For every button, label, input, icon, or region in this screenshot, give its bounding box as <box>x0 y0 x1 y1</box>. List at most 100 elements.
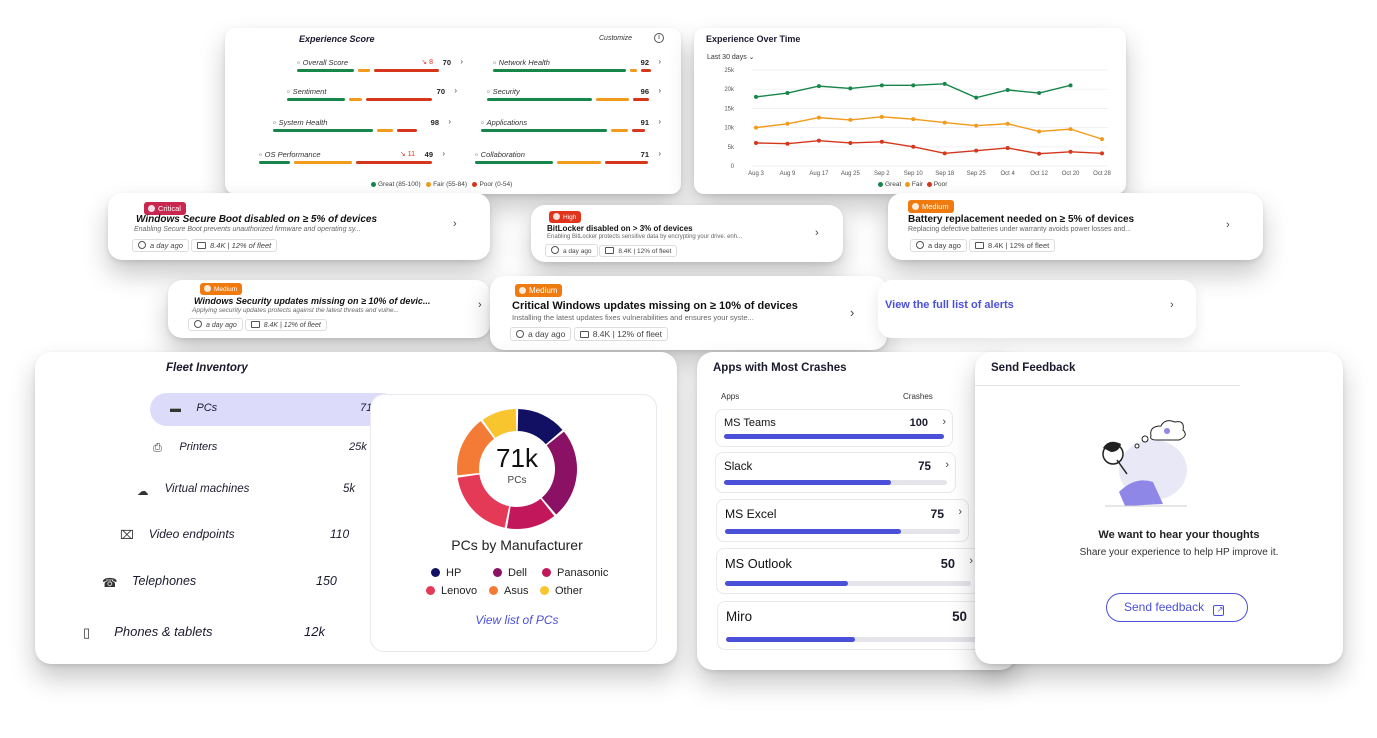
data-point-great <box>1005 87 1010 92</box>
x-tick-label: Sep 18 <box>935 171 955 177</box>
fleet-item-phones-tablets[interactable]: ▯ Phones & tablets 12k <box>83 624 344 642</box>
alert-card-security-updates[interactable]: Medium Windows Security updates missing … <box>168 280 490 338</box>
donut-slice-other[interactable] <box>482 409 517 438</box>
donut-slice-panasonic[interactable] <box>506 498 555 529</box>
score-bar-great <box>475 161 554 164</box>
donut-slice-asus[interactable] <box>457 421 495 476</box>
data-point-poor <box>879 139 884 144</box>
chevron-right-icon[interactable]: › <box>442 149 445 158</box>
fleet-inventory-card: Fleet Inventory ▬ PCs 71k ⎙ Printers 25k ☁ Virt… <box>35 352 677 664</box>
metric-row[interactable]: ▫ Security 96 › <box>487 86 661 109</box>
video-icon: ⌧ <box>120 528 134 542</box>
range-select[interactable]: Last 30 days ⌄ <box>707 53 755 61</box>
alert-card-bitlocker[interactable]: High BitLocker disabled on > 3% of devic… <box>531 205 843 262</box>
metric-row[interactable]: ▫ Collaboration 71 › <box>475 149 661 172</box>
cloud-icon: ☁ <box>137 486 149 498</box>
donut-slice-hp[interactable] <box>517 409 563 445</box>
data-point-great <box>942 81 947 86</box>
metric-row[interactable]: ▫ System Health 98 › <box>273 117 451 140</box>
chevron-right-icon[interactable]: › <box>478 299 482 311</box>
poor-dot <box>926 181 932 187</box>
legend-item-panasonic: Panasonic <box>542 567 608 579</box>
crash-row[interactable]: MS Teams 100 › <box>715 409 953 447</box>
crash-row[interactable]: MS Excel 75 › <box>716 499 969 542</box>
chevron-right-icon[interactable]: › <box>658 117 661 126</box>
fleet-item-video-endpoints[interactable]: ⌧ Video endpoints 110 <box>120 527 370 545</box>
chevron-right-icon[interactable]: › <box>958 506 962 518</box>
time-pill: a day ago <box>910 239 967 252</box>
alert-card-secure-boot[interactable]: Critical Windows Secure Boot disabled on… <box>108 193 490 260</box>
send-feedback-button[interactable]: Send feedback ↗ <box>1106 593 1248 622</box>
data-point-great <box>754 94 758 99</box>
metric-row[interactable]: ▫ OS Performance ↘ 11 49 › <box>259 149 445 172</box>
chevron-right-icon[interactable]: › <box>454 86 457 95</box>
metric-row[interactable]: ▫ Overall Score ↘ 8 70 › <box>297 57 463 80</box>
chevron-right-icon[interactable]: › <box>969 555 973 567</box>
legend-item-asus: Asus <box>489 585 528 597</box>
score-bar-poor <box>374 69 439 72</box>
x-tick-label: Sep 10 <box>904 171 924 177</box>
crash-row[interactable]: MS Outlook 50 › <box>716 548 980 594</box>
donut-slice-lenovo[interactable] <box>457 474 510 528</box>
y-tick-label: 5k <box>728 145 735 151</box>
metric-icon: ▫ <box>481 118 484 127</box>
fleet-pill: 8.4K | 12% of fleet <box>191 239 278 252</box>
legend-item-dell: Dell <box>493 567 527 579</box>
info-icon[interactable]: i <box>654 33 664 43</box>
fleet-item-pcs[interactable]: ▬ PCs 71k <box>170 402 400 420</box>
view-alerts-card[interactable]: View the full list of alerts › <box>878 280 1196 338</box>
fleet-item-printers[interactable]: ⎙ Printers 25k <box>153 441 389 459</box>
chevron-right-icon[interactable]: › <box>658 86 661 95</box>
legend-item-hp: HP <box>431 567 461 579</box>
chevron-right-icon[interactable]: › <box>1170 299 1174 311</box>
metric-value: 49 <box>424 150 433 159</box>
alert-card-critical-updates[interactable]: Medium Critical Windows updates missing … <box>490 276 887 350</box>
chevron-right-icon[interactable]: › <box>448 117 451 126</box>
y-tick-label: 0 <box>731 164 735 170</box>
fair-dot <box>426 181 432 187</box>
chevron-right-icon[interactable]: › <box>658 57 661 66</box>
crash-bar-fill <box>726 637 855 642</box>
metric-row[interactable]: ▫ Network Health 92 › <box>493 57 661 80</box>
chevron-right-icon[interactable]: › <box>815 227 819 239</box>
chevron-right-icon[interactable]: › <box>460 57 463 66</box>
data-point-poor <box>754 140 758 145</box>
score-bar-fair <box>611 129 628 132</box>
view-alerts-link[interactable]: View the full list of alerts <box>885 299 1014 311</box>
chevron-right-icon[interactable]: › <box>1226 219 1230 231</box>
chevron-right-icon[interactable]: › <box>658 149 661 158</box>
metric-label: ▫ Security <box>487 87 520 96</box>
donut-slice-dell[interactable] <box>541 431 577 515</box>
chevron-right-icon[interactable]: › <box>942 416 946 428</box>
data-point-fair <box>879 114 884 119</box>
data-point-poor <box>848 140 853 145</box>
clock-icon <box>916 241 924 249</box>
chevron-right-icon[interactable]: › <box>945 459 949 471</box>
customize-button[interactable]: Customize <box>599 35 633 42</box>
legend-great: Great <box>885 181 902 188</box>
fleet-item-value: 110 <box>330 527 350 541</box>
score-bar-poor <box>604 161 649 164</box>
clock-icon <box>194 320 202 328</box>
fleet-item-virtual-machines[interactable]: ☁ Virtual machines 5k <box>137 483 383 501</box>
metric-row[interactable]: ▫ Applications 91 › <box>481 117 661 140</box>
chevron-right-icon[interactable]: › <box>453 218 457 230</box>
fleet-item-value: 5k <box>343 483 356 495</box>
time-pill: a day ago <box>132 239 189 252</box>
score-legend: Great (85-100) Fair (55-84) Poor (0-54) <box>371 181 512 188</box>
fleet-item-label: Printers <box>179 441 218 453</box>
experience-score-title: Experience Score <box>299 34 375 44</box>
alert-meta: a day ago 8.4K | 12% of fleet <box>910 239 1056 252</box>
chevron-right-icon[interactable]: › <box>850 305 855 320</box>
great-dot <box>878 181 883 187</box>
alert-card-battery[interactable]: Medium Battery replacement needed on ≥ 5… <box>888 193 1263 260</box>
metric-row[interactable]: ▫ Sentiment 70 › <box>287 86 457 109</box>
crash-count: 50 <box>940 556 955 571</box>
fleet-item-telephones[interactable]: ☎ Telephones 150 <box>102 574 356 592</box>
crash-row[interactable]: Slack 75 › <box>715 452 956 493</box>
laptop-icon <box>975 242 985 249</box>
crash-count: 75 <box>930 507 944 521</box>
view-pcs-link[interactable]: View list of PCs <box>475 613 559 627</box>
metric-label: ▫ Overall Score <box>297 58 349 67</box>
